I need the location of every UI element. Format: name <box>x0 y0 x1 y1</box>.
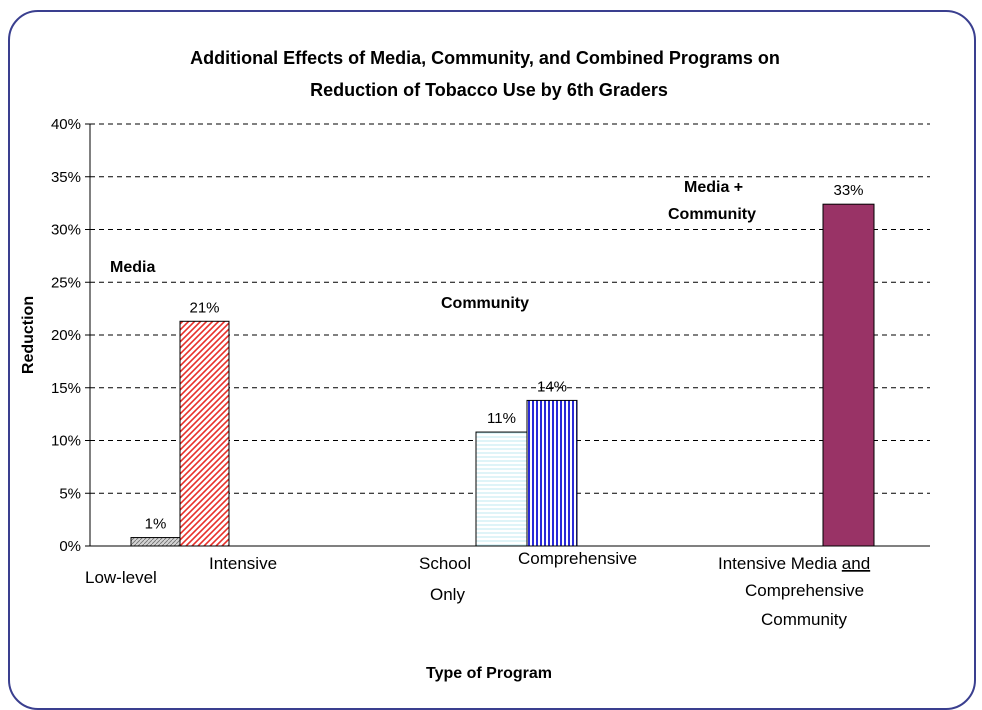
data-label: 1% <box>145 516 167 533</box>
group-label-community: Community <box>441 295 529 312</box>
category-label-low-level: Low-level <box>85 568 157 587</box>
data-labels: 1% 21% 11% 14% 33% <box>145 182 864 532</box>
category-label-intensive: Intensive <box>209 554 277 573</box>
y-tick-label: 15% <box>51 380 81 397</box>
y-tick-label: 5% <box>59 485 81 502</box>
data-label: 14% <box>537 378 567 395</box>
y-tick-label: 35% <box>51 169 81 186</box>
y-tick-label: 0% <box>59 538 81 555</box>
y-tick-label: 30% <box>51 222 81 239</box>
group-label-media: Media <box>110 259 155 276</box>
data-label: 11% <box>487 410 516 427</box>
category-label-comprehensive: Comprehensive <box>518 549 637 568</box>
bar-school-only <box>475 431 528 547</box>
group-label-media-community-line-1: Media + <box>684 179 743 196</box>
y-tick-label: 40% <box>51 116 81 133</box>
bar-comprehensive <box>526 399 578 547</box>
category-label-combined-line-2: Comprehensive <box>745 581 864 600</box>
y-tick-label: 25% <box>51 274 81 291</box>
gridlines <box>90 123 930 494</box>
chart-title-line-1: Additional Effects of Media, Community, … <box>190 48 780 68</box>
x-axis-title: Type of Program <box>426 665 552 682</box>
y-axis-title: Reduction <box>20 296 37 374</box>
group-label-media-community-line-2: Community <box>668 206 756 223</box>
bar-low-level <box>130 537 181 547</box>
bar-combined <box>822 203 875 547</box>
category-label-school-only-line-2: Only <box>430 585 465 604</box>
bar-chart: Additional Effects of Media, Community, … <box>20 48 930 682</box>
chart-title-line-2: Reduction of Tobacco Use by 6th Graders <box>310 80 668 100</box>
category-label-combined-line-1: Intensive Media and <box>718 554 870 573</box>
category-label-school-only-line-1: School <box>419 554 471 573</box>
data-label: 33% <box>833 182 863 199</box>
category-label-combined-line-3: Community <box>761 610 847 629</box>
bar-intensive <box>179 320 230 547</box>
y-axis-ticks: 0% 5% 10% 15% 20% 25% 30% 35% 40% <box>51 116 90 555</box>
y-tick-label: 10% <box>51 433 81 450</box>
data-label: 21% <box>189 299 219 316</box>
bars <box>130 203 875 547</box>
y-tick-label: 20% <box>51 327 81 344</box>
